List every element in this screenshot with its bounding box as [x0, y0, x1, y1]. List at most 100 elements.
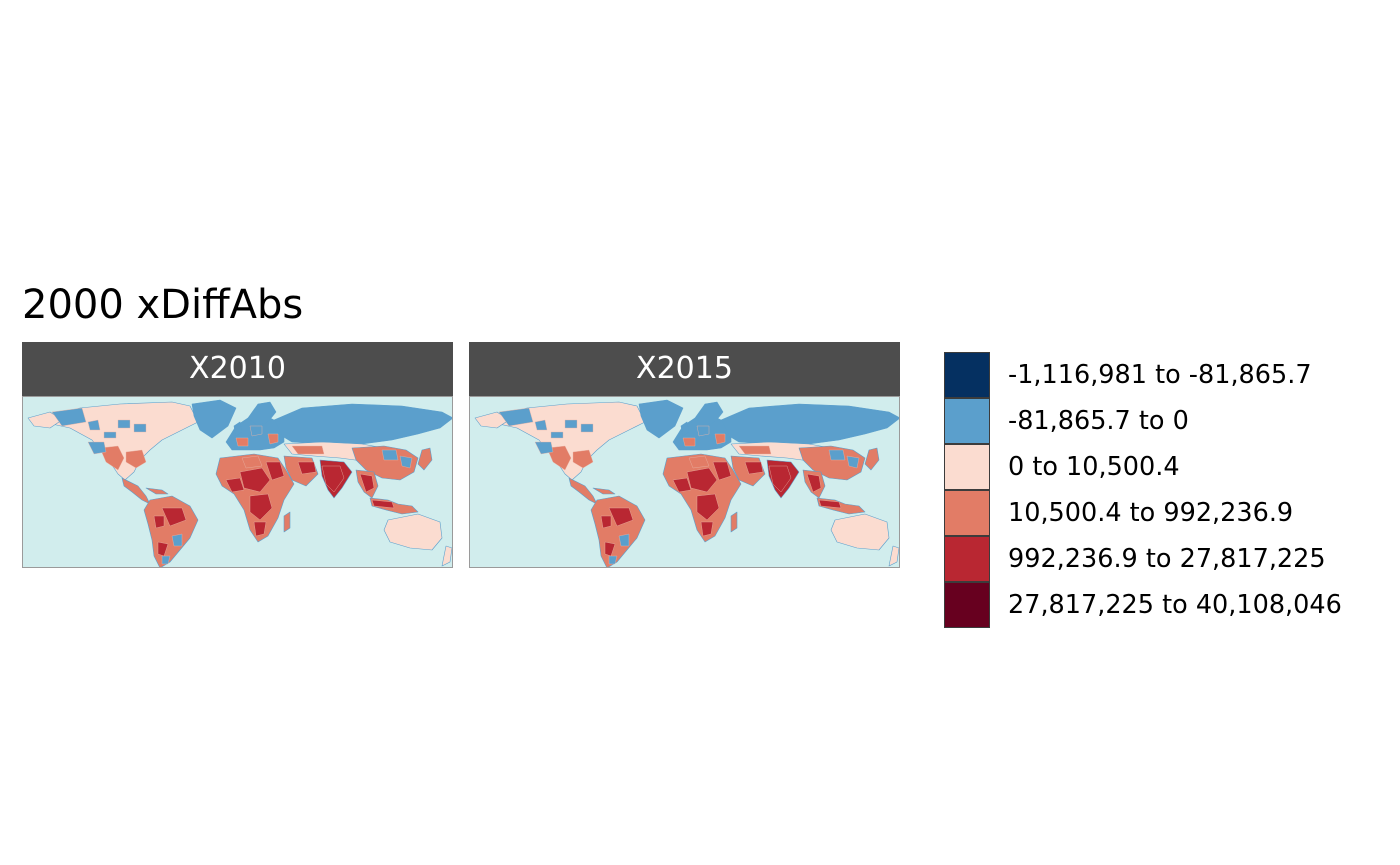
facet-strip-label: X2010: [22, 342, 453, 396]
region-polygon: [249, 493, 273, 521]
legend-color-swatch: [944, 352, 990, 398]
landmass-caribbean: [592, 487, 616, 495]
legend-item: -81,865.7 to 0: [944, 398, 1384, 444]
map-title: 2000 xDiffAbs: [22, 282, 304, 328]
region-polygon: [321, 465, 345, 493]
region-polygon: [806, 473, 822, 493]
legend-color-swatch: [944, 490, 990, 536]
legend-color-swatch: [944, 398, 990, 444]
map-frame: [469, 396, 900, 568]
region-polygon: [381, 449, 399, 461]
legend-color-swatch: [944, 444, 990, 490]
landmass-madagascar: [730, 511, 738, 533]
landmass-new-zealand: [888, 545, 900, 567]
region-polygon: [297, 461, 317, 475]
landmass-alaska: [27, 411, 63, 429]
region-polygon: [51, 407, 87, 427]
landmass-uk: [233, 421, 243, 437]
region-polygon: [253, 521, 267, 537]
region-polygon: [696, 493, 720, 521]
region-polygon: [712, 461, 732, 481]
legend-color-swatch: [944, 582, 990, 628]
region-polygon: [608, 555, 618, 565]
landmass-russia: [273, 403, 453, 445]
region-polygon: [249, 425, 263, 437]
region-polygon: [171, 533, 183, 547]
landmass-australia: [383, 513, 443, 551]
region-polygon: [672, 477, 692, 493]
region-polygon: [359, 473, 375, 493]
facet-panel-x2010: X2010: [22, 342, 453, 568]
region-polygon: [235, 437, 249, 447]
region-polygon: [534, 441, 554, 455]
landmass-south-america: [590, 495, 646, 568]
landmass-greenland: [638, 399, 684, 439]
landmass-central-america: [568, 477, 598, 505]
legend-item: 10,500.4 to 992,236.9: [944, 490, 1384, 536]
legend-item: -1,116,981 to -81,865.7: [944, 352, 1384, 398]
region-polygon: [534, 419, 548, 431]
region-polygon: [239, 467, 271, 493]
landmass-madagascar: [283, 511, 291, 533]
legend-item: 0 to 10,500.4: [944, 444, 1384, 490]
region-polygon: [87, 441, 107, 455]
landmass-alaska: [474, 411, 510, 429]
region-polygon: [125, 449, 147, 469]
region-polygon: [103, 431, 117, 439]
region-polygon: [696, 425, 710, 437]
landmass-caribbean: [145, 487, 169, 495]
world-choropleth-map: [469, 396, 900, 568]
legend-item: 27,817,225 to 40,108,046: [944, 582, 1384, 628]
landmass-japan: [864, 447, 880, 471]
landmass-south-america: [143, 495, 199, 568]
region-polygon: [153, 515, 165, 529]
region-polygon: [744, 461, 764, 475]
region-polygon: [498, 407, 534, 427]
landmass-australia: [830, 513, 890, 551]
region-polygon: [818, 499, 842, 509]
legend-item: 992,236.9 to 27,817,225: [944, 536, 1384, 582]
legend-item-label: 10,500.4 to 992,236.9: [1008, 498, 1294, 528]
region-polygon: [87, 419, 101, 431]
region-polygon: [608, 507, 634, 527]
region-polygon: [580, 423, 594, 433]
region-polygon: [828, 449, 846, 461]
legend-item-label: 992,236.9 to 27,817,225: [1008, 544, 1326, 574]
world-choropleth-map: [22, 396, 453, 568]
region-polygon: [686, 467, 718, 493]
legend-item-label: 0 to 10,500.4: [1008, 452, 1180, 482]
facet-strip-label: X2015: [469, 342, 900, 396]
region-polygon: [550, 431, 564, 439]
region-polygon: [117, 419, 131, 429]
legend-color-swatch: [944, 536, 990, 582]
map-frame: [22, 396, 453, 568]
region-polygon: [371, 499, 395, 509]
landmass-japan: [417, 447, 433, 471]
region-polygon: [682, 437, 696, 447]
region-polygon: [846, 455, 860, 469]
region-polygon: [291, 445, 325, 455]
region-polygon: [768, 465, 792, 493]
facet-panel-x2015: X2015: [469, 342, 900, 568]
region-polygon: [714, 433, 726, 445]
region-polygon: [225, 477, 245, 493]
landmass-east-asia: [351, 445, 419, 481]
landmass-greenland: [191, 399, 237, 439]
legend-item-label: 27,817,225 to 40,108,046: [1008, 590, 1342, 620]
region-polygon: [600, 515, 612, 529]
region-polygon: [265, 461, 285, 481]
region-polygon: [738, 445, 772, 455]
region-polygon: [241, 455, 263, 469]
region-polygon: [700, 521, 714, 537]
landmass-central-america: [121, 477, 151, 505]
landmass-new-zealand: [441, 545, 453, 567]
landmass-east-asia: [798, 445, 866, 481]
map-legend: -1,116,981 to -81,865.7 -81,865.7 to 0 0…: [944, 352, 1384, 630]
region-polygon: [161, 507, 187, 527]
region-polygon: [572, 449, 594, 469]
region-polygon: [688, 455, 710, 469]
legend-item-label: -81,865.7 to 0: [1008, 406, 1189, 436]
legend-item-label: -1,116,981 to -81,865.7: [1008, 360, 1312, 390]
region-polygon: [564, 419, 578, 429]
region-polygon: [267, 433, 279, 445]
